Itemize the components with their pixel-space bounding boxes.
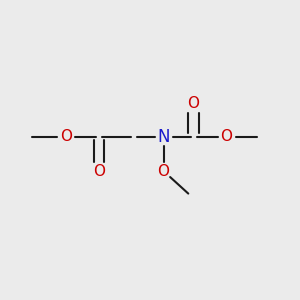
Text: N: N xyxy=(157,128,170,146)
Text: O: O xyxy=(158,164,169,178)
Text: O: O xyxy=(93,164,105,178)
Text: O: O xyxy=(220,129,232,144)
Text: O: O xyxy=(188,96,200,111)
Text: O: O xyxy=(60,129,72,144)
